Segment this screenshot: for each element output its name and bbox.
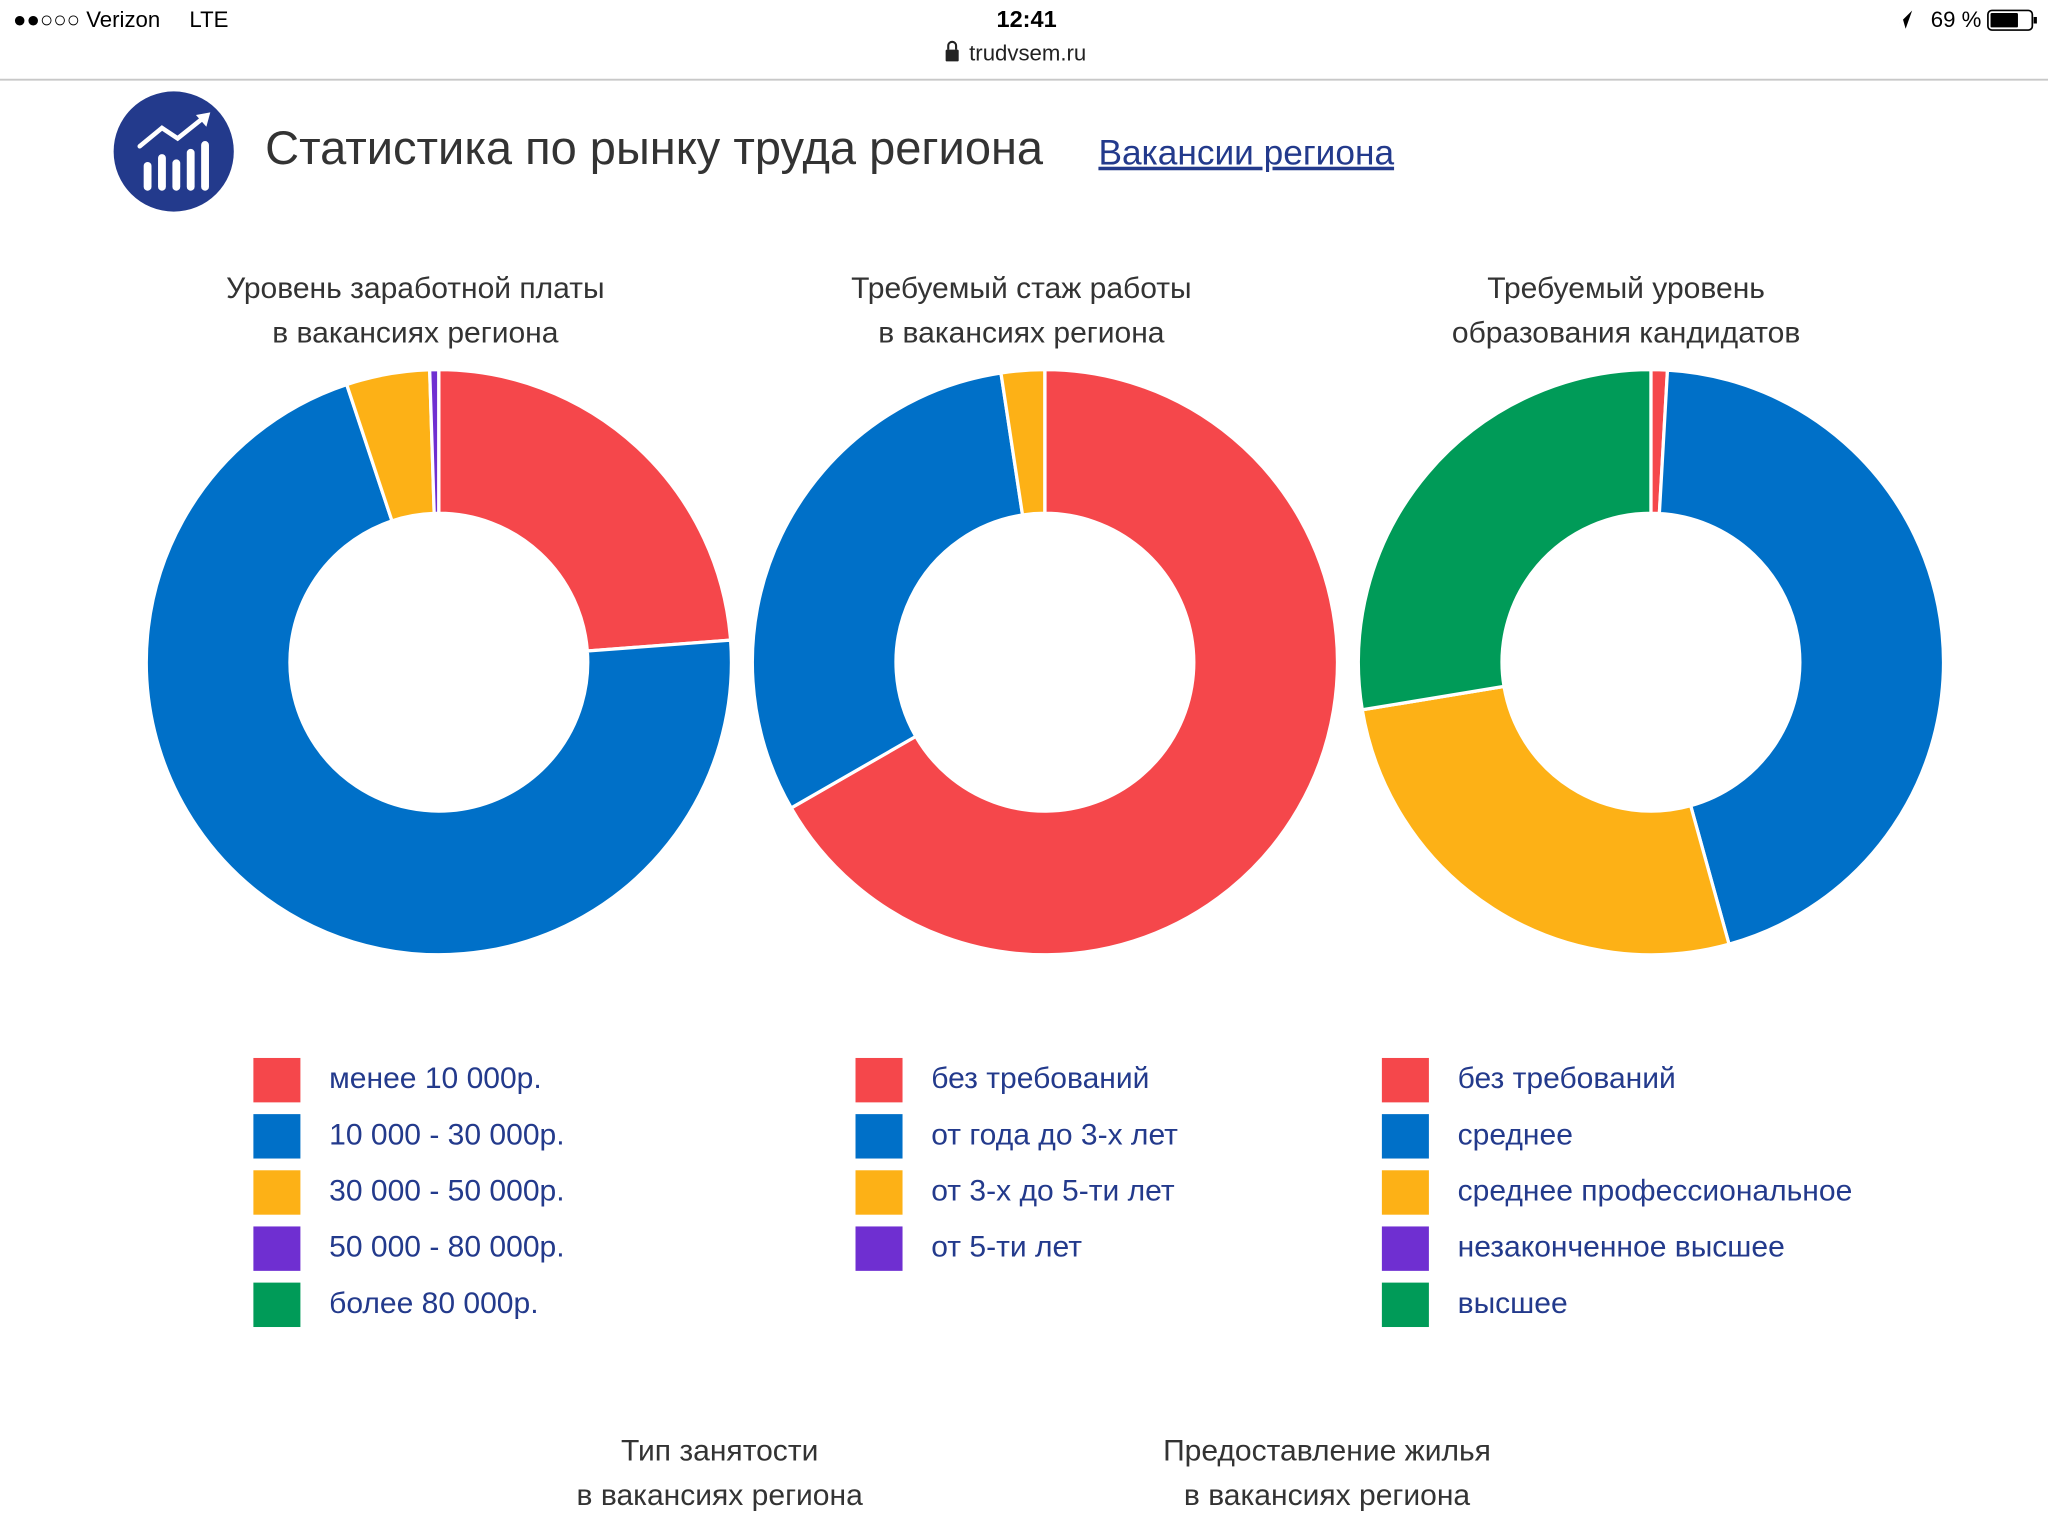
donut-segment bbox=[1657, 368, 1946, 947]
legend-label: 50 000 - 80 000р. bbox=[329, 1231, 564, 1264]
logo-arrowhead bbox=[195, 112, 211, 127]
legend-swatch bbox=[253, 1282, 301, 1328]
donut-segment bbox=[437, 367, 733, 653]
legend-label: без требований bbox=[931, 1062, 1149, 1095]
section-title: в вакансиях региона bbox=[1184, 1479, 1471, 1512]
logo-icon bbox=[143, 141, 209, 191]
carrier: ●●○○○ Verizon bbox=[13, 7, 160, 32]
donut-chart: Уровень заработной платы в вакансиях реги… bbox=[144, 272, 733, 1328]
legend-swatch bbox=[1381, 1226, 1429, 1271]
battery-level: 69 % bbox=[1931, 7, 1982, 32]
legend-swatch bbox=[1381, 1057, 1429, 1103]
donut-segment bbox=[788, 367, 1340, 957]
legend-swatch bbox=[253, 1226, 301, 1271]
location-icon bbox=[1896, 10, 1913, 29]
logo-arrow bbox=[137, 115, 207, 149]
donut-chart: Требуемый стаж работы в вакансиях региона… bbox=[750, 272, 1340, 1271]
lock-icon bbox=[945, 49, 959, 62]
legend-swatch bbox=[1381, 1114, 1429, 1159]
chart-title: Требуемый уровень bbox=[1487, 272, 1765, 305]
legend-swatch bbox=[855, 1114, 903, 1159]
legend-swatch bbox=[253, 1170, 301, 1215]
legend-swatch bbox=[253, 1114, 301, 1159]
legend-swatch bbox=[253, 1057, 301, 1103]
legend-label: менее 10 000р. bbox=[329, 1062, 542, 1095]
logo bbox=[113, 91, 234, 212]
chart-title: в вакансиях региона bbox=[878, 316, 1165, 349]
legend-label: среднее bbox=[1458, 1118, 1573, 1151]
legend-label: 30 000 - 50 000р. bbox=[329, 1174, 564, 1207]
donut-segment bbox=[427, 367, 441, 516]
legend-swatch bbox=[855, 1057, 903, 1103]
status-bar: ●●○○○ Verizon LTE 12:41 trudvsem.ru 69 % bbox=[0, 6, 2048, 81]
battery-tip bbox=[2033, 16, 2037, 24]
donut-segment bbox=[1360, 684, 1732, 957]
lock-shackle bbox=[947, 40, 958, 50]
legend-label: от 5-ти лет bbox=[931, 1231, 1082, 1264]
legend-label: среднее профессиональное bbox=[1458, 1174, 1853, 1207]
chart-title: в вакансиях региона bbox=[272, 316, 559, 349]
legend-swatch bbox=[1381, 1282, 1429, 1328]
section-title: Предоставление жилья bbox=[1163, 1434, 1491, 1467]
legend-swatch bbox=[855, 1170, 903, 1215]
section-title: Тип занятости bbox=[621, 1434, 818, 1467]
section-title: в вакансиях региона bbox=[577, 1479, 864, 1512]
legend-label: незаконченное высшее bbox=[1458, 1231, 1785, 1264]
battery-outline bbox=[1987, 9, 2034, 31]
donut-segment bbox=[1356, 367, 1653, 712]
clock: 12:41 bbox=[997, 6, 1057, 32]
legend-label: от 3-х до 5-ти лет bbox=[931, 1174, 1175, 1207]
donut-segment bbox=[750, 371, 1025, 811]
chart-title: Требуемый стаж работы bbox=[851, 272, 1192, 305]
donut-segment bbox=[144, 382, 733, 957]
url: trudvsem.ru bbox=[969, 41, 1086, 66]
donut-segment bbox=[999, 367, 1047, 517]
chart-title: Уровень заработной платы bbox=[226, 272, 604, 305]
network: LTE bbox=[189, 7, 228, 32]
legend-swatch bbox=[1381, 1170, 1429, 1215]
header: Статистика по рынку труда региона Ваканс… bbox=[113, 91, 1394, 212]
legend-swatch bbox=[855, 1226, 903, 1271]
page-title: Статистика по рынку труда региона bbox=[265, 121, 1044, 174]
battery-fill bbox=[1990, 13, 2018, 28]
legend-label: высшее bbox=[1458, 1287, 1568, 1320]
chart-title: образования кандидатов bbox=[1452, 316, 1800, 349]
legend-label: 10 000 - 30 000р. bbox=[329, 1118, 564, 1151]
donut-chart: Требуемый уровень образования кандидатов б… bbox=[1356, 272, 1946, 1328]
region-vacancies-link[interactable]: Вакансии региона bbox=[1098, 134, 1394, 173]
legend-label: от года до 3-х лет bbox=[931, 1118, 1178, 1151]
legend-label: без требований bbox=[1458, 1062, 1676, 1095]
legend-label: более 80 000р. bbox=[329, 1287, 538, 1320]
